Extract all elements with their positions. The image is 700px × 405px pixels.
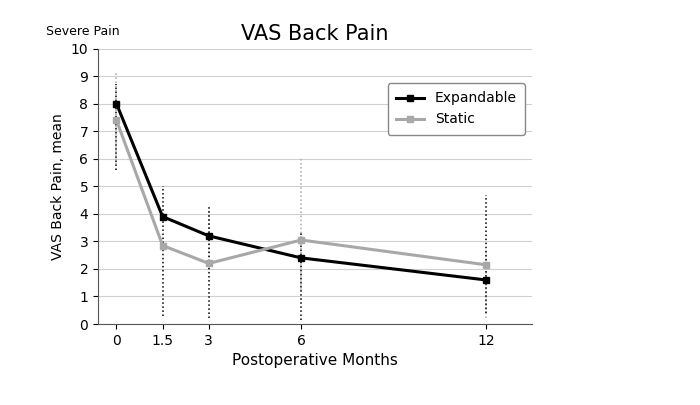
Expandable: [482, 277, 490, 282]
Static: [158, 243, 167, 248]
Text: Severe Pain: Severe Pain: [46, 25, 120, 38]
Static: [297, 238, 305, 243]
Static: [204, 261, 213, 266]
Title: VAS Back Pain: VAS Back Pain: [241, 24, 388, 44]
Line: Expandable: Expandable: [113, 100, 489, 284]
Y-axis label: VAS Back Pain, mean: VAS Back Pain, mean: [51, 113, 65, 260]
Static: [112, 118, 120, 123]
Expandable: [204, 233, 213, 238]
Expandable: [158, 214, 167, 219]
Static: [482, 262, 490, 267]
Expandable: [297, 256, 305, 260]
X-axis label: Postoperative Months: Postoperative Months: [232, 353, 398, 368]
Legend: Expandable, Static: Expandable, Static: [388, 83, 525, 135]
Line: Static: Static: [113, 117, 489, 268]
Expandable: [112, 101, 120, 106]
